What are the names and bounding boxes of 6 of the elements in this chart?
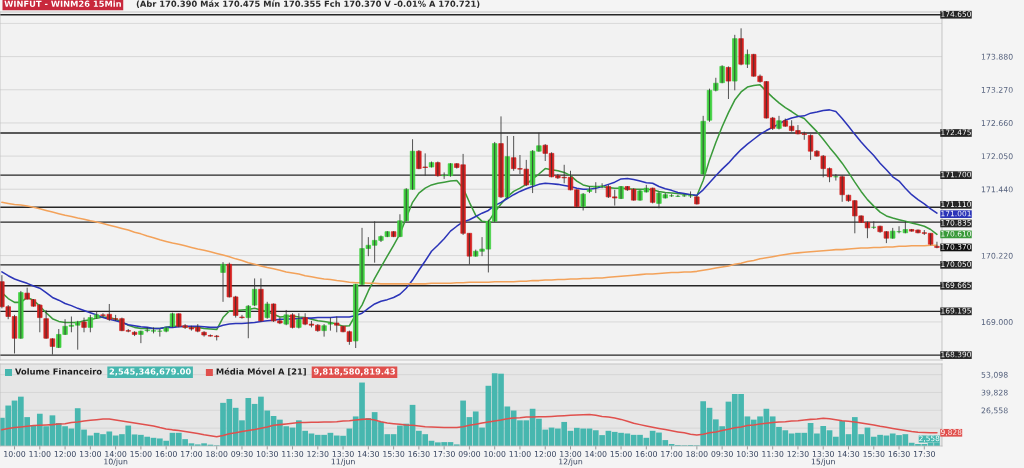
legend-label: Média Móvel A [21] <box>216 367 306 376</box>
chart-subtitle: (Abr 170.390 Máx 170.475 Mín 170.355 Fch 170.370 V -0.01% A 170.721) <box>136 0 480 8</box>
annotation: 9,818,580,819.43 <box>313 368 395 376</box>
chart-title: WINFUT - WINM26 15Min <box>4 0 121 7</box>
annotation: 2,545,346,679.00 <box>109 368 191 376</box>
legend-label: Volume Financeiro <box>15 368 102 375</box>
